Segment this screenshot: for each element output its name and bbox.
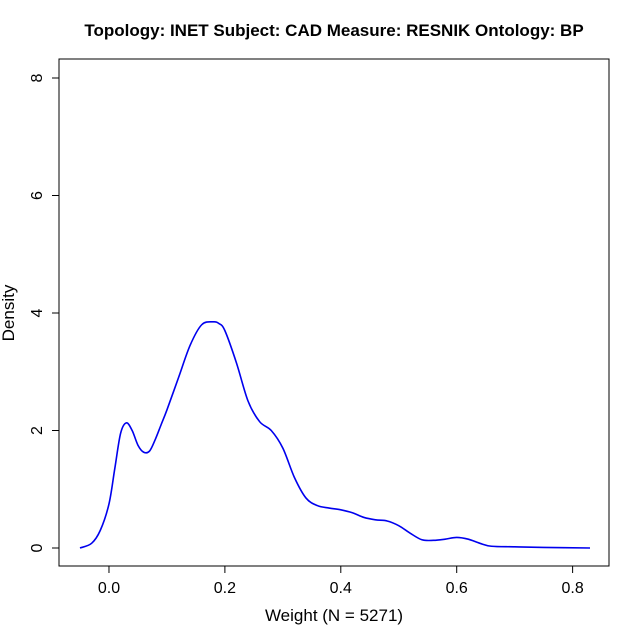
y-tick-label: 4 (29, 308, 46, 317)
x-axis-label: Weight (N = 5271) (265, 606, 403, 625)
y-tick-label: 8 (29, 73, 46, 82)
x-tick-label: 0.2 (214, 580, 236, 597)
x-tick-label: 0.8 (561, 580, 583, 597)
x-tick-label: 0.0 (98, 580, 120, 597)
y-tick-label: 0 (29, 543, 46, 552)
y-tick-label: 2 (29, 426, 46, 435)
x-axis: 0.0 0.2 0.4 0.6 0.8 (98, 565, 584, 597)
density-curve (79, 320, 591, 549)
x-tick-label: 0.6 (446, 580, 468, 597)
chart-title: Topology: INET Subject: CAD Measure: RES… (84, 21, 583, 40)
y-tick-label: 6 (29, 191, 46, 200)
x-tick-label: 0.4 (330, 580, 352, 597)
y-axis: 0 2 4 6 8 (29, 73, 60, 552)
plot-frame (58, 58, 610, 567)
y-axis-label: Density (0, 284, 18, 341)
